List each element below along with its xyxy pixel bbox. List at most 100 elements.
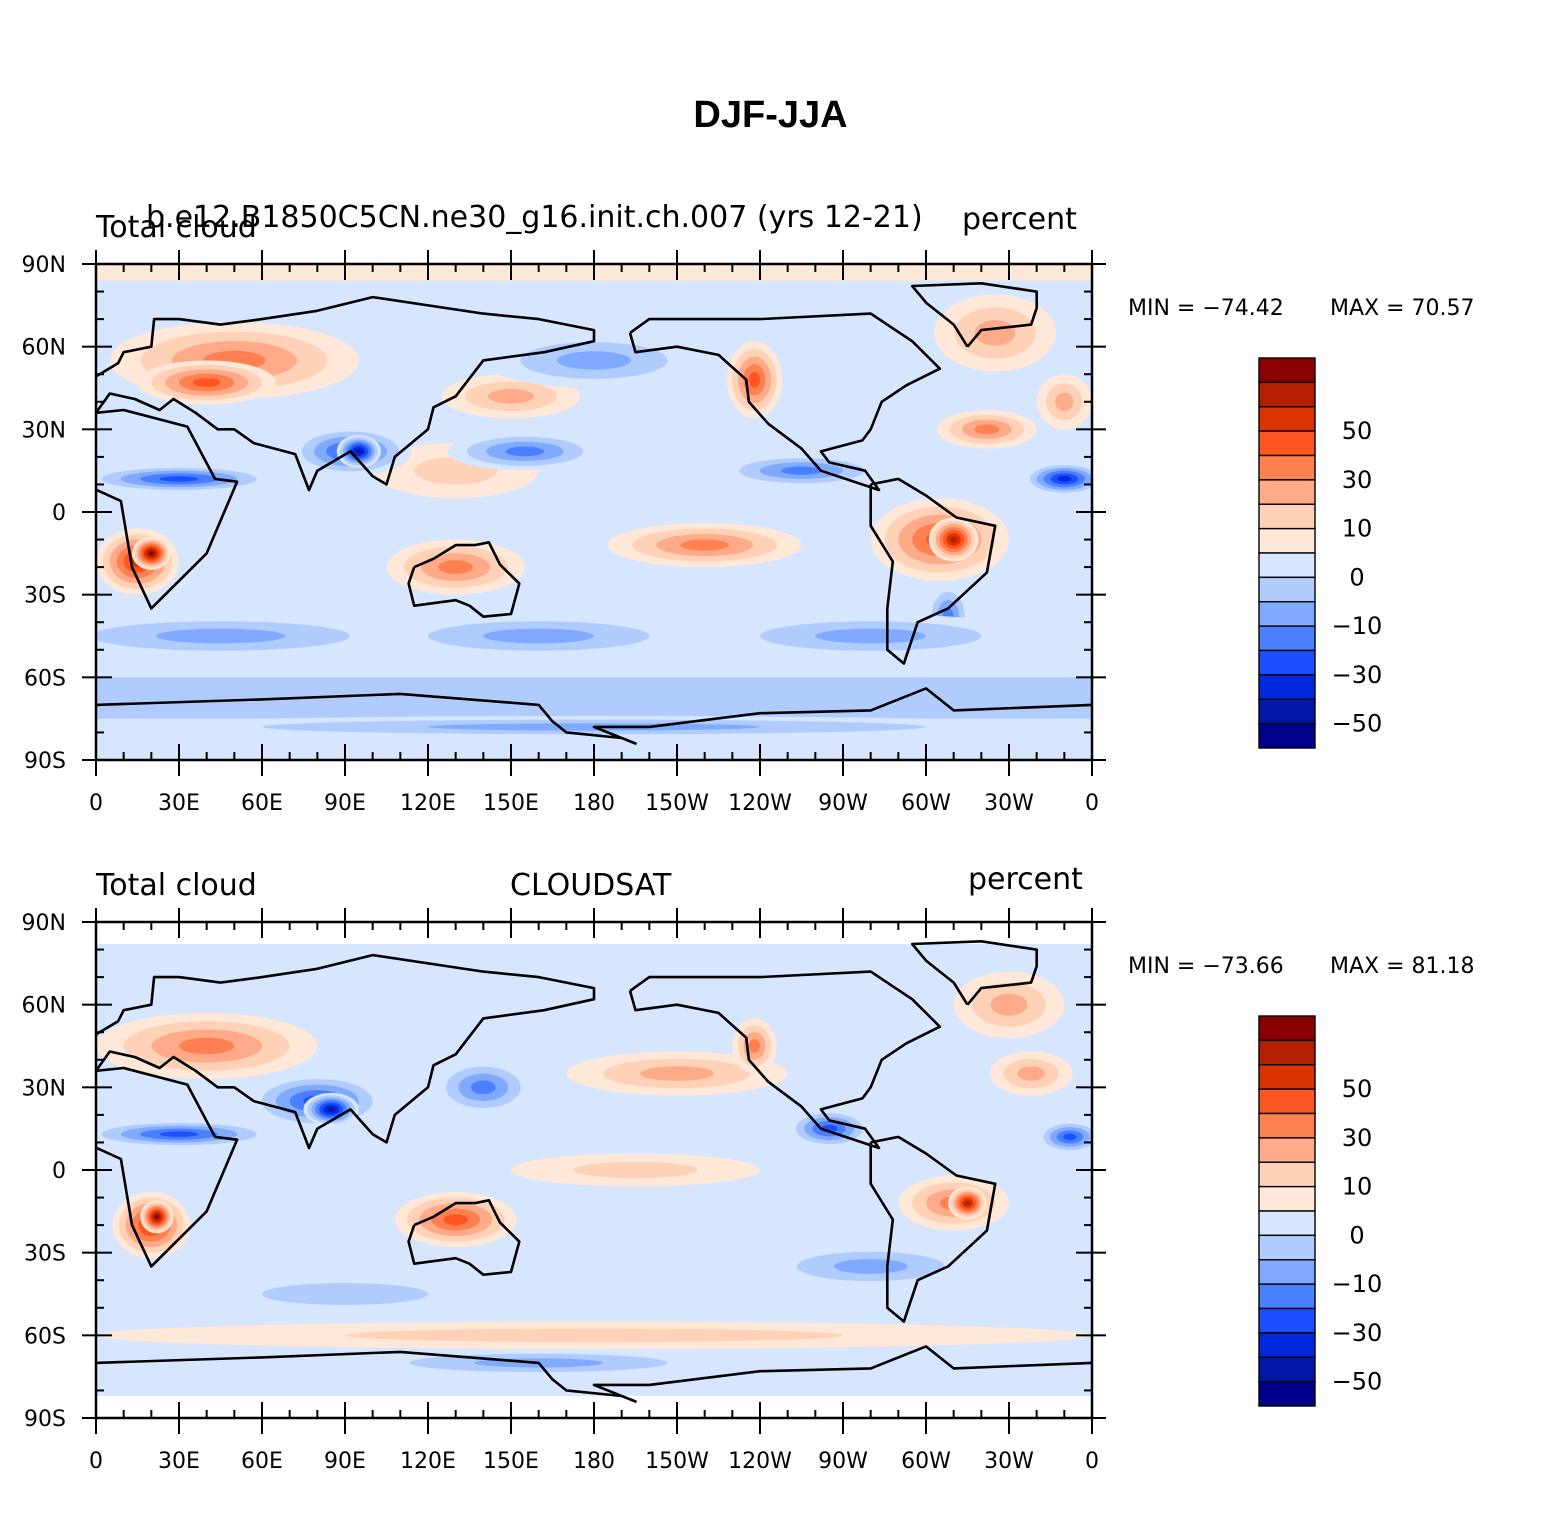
anomaly-patch [470, 1080, 496, 1095]
panel-right-title: percent [962, 202, 1077, 237]
lon-tick-label: 30W [984, 1449, 1034, 1474]
anomaly-patch [262, 1282, 428, 1306]
colorbar-label: −10 [1332, 1270, 1383, 1298]
colorbar-box [1258, 576, 1316, 603]
anomaly-patch [680, 539, 729, 551]
anomaly-patch [159, 1131, 199, 1137]
observation-panel: Total cloud CLOUDSAT percent MIN = −73.6… [0, 838, 1541, 1478]
colorbar-label: 10 [1342, 515, 1373, 543]
lon-tick-label: 120E [400, 1449, 456, 1474]
colorbar-box [1258, 430, 1316, 457]
lat-tick-label: 90N [22, 911, 66, 936]
colorbar-box [1258, 1064, 1316, 1090]
lat-tick-label: 30N [22, 1076, 66, 1101]
colorbar: 50 30 10 0 −10 −30 −50 [1258, 357, 1382, 749]
lat-tick-label: 60S [24, 666, 66, 691]
lon-tick-label: 180 [573, 1449, 615, 1474]
anomaly-patch [748, 372, 760, 388]
anomaly-patch [159, 476, 199, 482]
colorbar-box [1258, 1283, 1316, 1310]
lon-tick-label: 30W [984, 791, 1034, 816]
colorbar-box [1258, 1380, 1316, 1407]
colorbar-box [1258, 1234, 1316, 1261]
coastline [910, 282, 1038, 348]
lon-tick-label: 60E [241, 791, 283, 816]
coastline [96, 1066, 239, 1268]
anomaly-patch [154, 1214, 159, 1219]
colorbar-box [1258, 1356, 1316, 1383]
coastline [910, 940, 1038, 1006]
lat-tick-label: 30N [22, 418, 66, 443]
anomaly-patch [573, 1161, 698, 1179]
min-value: MIN = −74.42 [1128, 296, 1284, 321]
lon-tick-label: 150W [645, 1449, 709, 1474]
coastline [96, 1345, 1092, 1403]
lon-tick-label: 60W [901, 791, 951, 816]
lon-tick-label: 90W [818, 1449, 868, 1474]
anomaly-patch [148, 551, 154, 556]
panel-left-title: Total cloud [96, 210, 257, 245]
colorbar-label: 50 [1342, 417, 1373, 445]
lon-tick-label: 0 [1085, 791, 1099, 816]
coastline [96, 408, 239, 610]
panel-left-title: Total cloud [96, 868, 257, 903]
anomaly-patch [1017, 1066, 1045, 1081]
colorbar-label: 0 [1349, 563, 1364, 591]
anomaly-patch [355, 449, 362, 454]
anomaly-patch [780, 466, 823, 475]
anomaly-patch [345, 1328, 843, 1343]
anomaly-patch [974, 320, 1016, 346]
lon-tick-label: 150E [483, 791, 539, 816]
anomaly-patch [557, 351, 631, 370]
anomaly-patch [815, 628, 927, 644]
coastline [869, 477, 997, 665]
colorbar-box [1258, 649, 1316, 676]
colorbar-box [1258, 406, 1316, 432]
coastline [407, 1199, 521, 1276]
anomaly-patch [155, 628, 286, 644]
anomaly-patch [748, 1039, 760, 1053]
colorbar-box [1258, 1039, 1316, 1066]
colorbar-box [1258, 1015, 1316, 1042]
colorbar-label: −50 [1332, 1368, 1383, 1396]
colorbar-box [1258, 1185, 1316, 1212]
colorbar-box [1258, 625, 1316, 652]
colorbar-box [1258, 674, 1316, 700]
anomaly-patch [1057, 476, 1072, 482]
colorbar-box [1258, 698, 1316, 725]
lon-tick-label: 150E [483, 1449, 539, 1474]
lon-tick-label: 120W [728, 791, 792, 816]
figure-title: DJF-JJA [693, 94, 848, 136]
coastline [96, 953, 596, 1150]
lon-tick-label: 0 [1085, 1449, 1099, 1474]
colorbar-box [1258, 1210, 1316, 1237]
colorbar-box [1258, 1332, 1316, 1358]
colorbar-label: −30 [1332, 1319, 1383, 1347]
colorbar-box [1258, 1112, 1316, 1139]
lat-tick-label: 60N [22, 994, 66, 1019]
lat-tick-label: 90N [22, 253, 66, 278]
colorbar-box [1258, 1259, 1316, 1285]
lon-tick-label: 60W [901, 1449, 951, 1474]
colorbar: 50 30 10 0 −10 −30 −50 [1258, 1015, 1383, 1407]
lon-tick-label: 30E [158, 791, 200, 816]
max-value: MAX = 70.57 [1330, 296, 1475, 321]
lat-tick-label: 90S [24, 1407, 66, 1432]
colorbar-label: 30 [1342, 1124, 1373, 1152]
anomaly-patch [438, 560, 473, 574]
lon-tick-label: 0 [89, 791, 103, 816]
coastline [869, 1135, 997, 1323]
southern-band [96, 677, 1092, 719]
anomaly-patch [1055, 392, 1074, 411]
anomaly-patch [1063, 1133, 1077, 1141]
anomaly-patch [483, 628, 594, 644]
anomaly-patch [327, 1107, 336, 1112]
coastline [628, 970, 942, 1150]
anomaly-patch [833, 1259, 908, 1274]
lat-tick-label: 30S [24, 584, 66, 609]
colorbar-box [1258, 357, 1316, 384]
colorbar-box [1258, 381, 1316, 408]
map-plot: 90N 60N 30N 0 30S 60S 90S 0 30E 60E 90E 120E 150E 180… [22, 250, 1382, 816]
anomaly-patch [974, 424, 1000, 435]
colorbar-label: 0 [1349, 1221, 1364, 1249]
